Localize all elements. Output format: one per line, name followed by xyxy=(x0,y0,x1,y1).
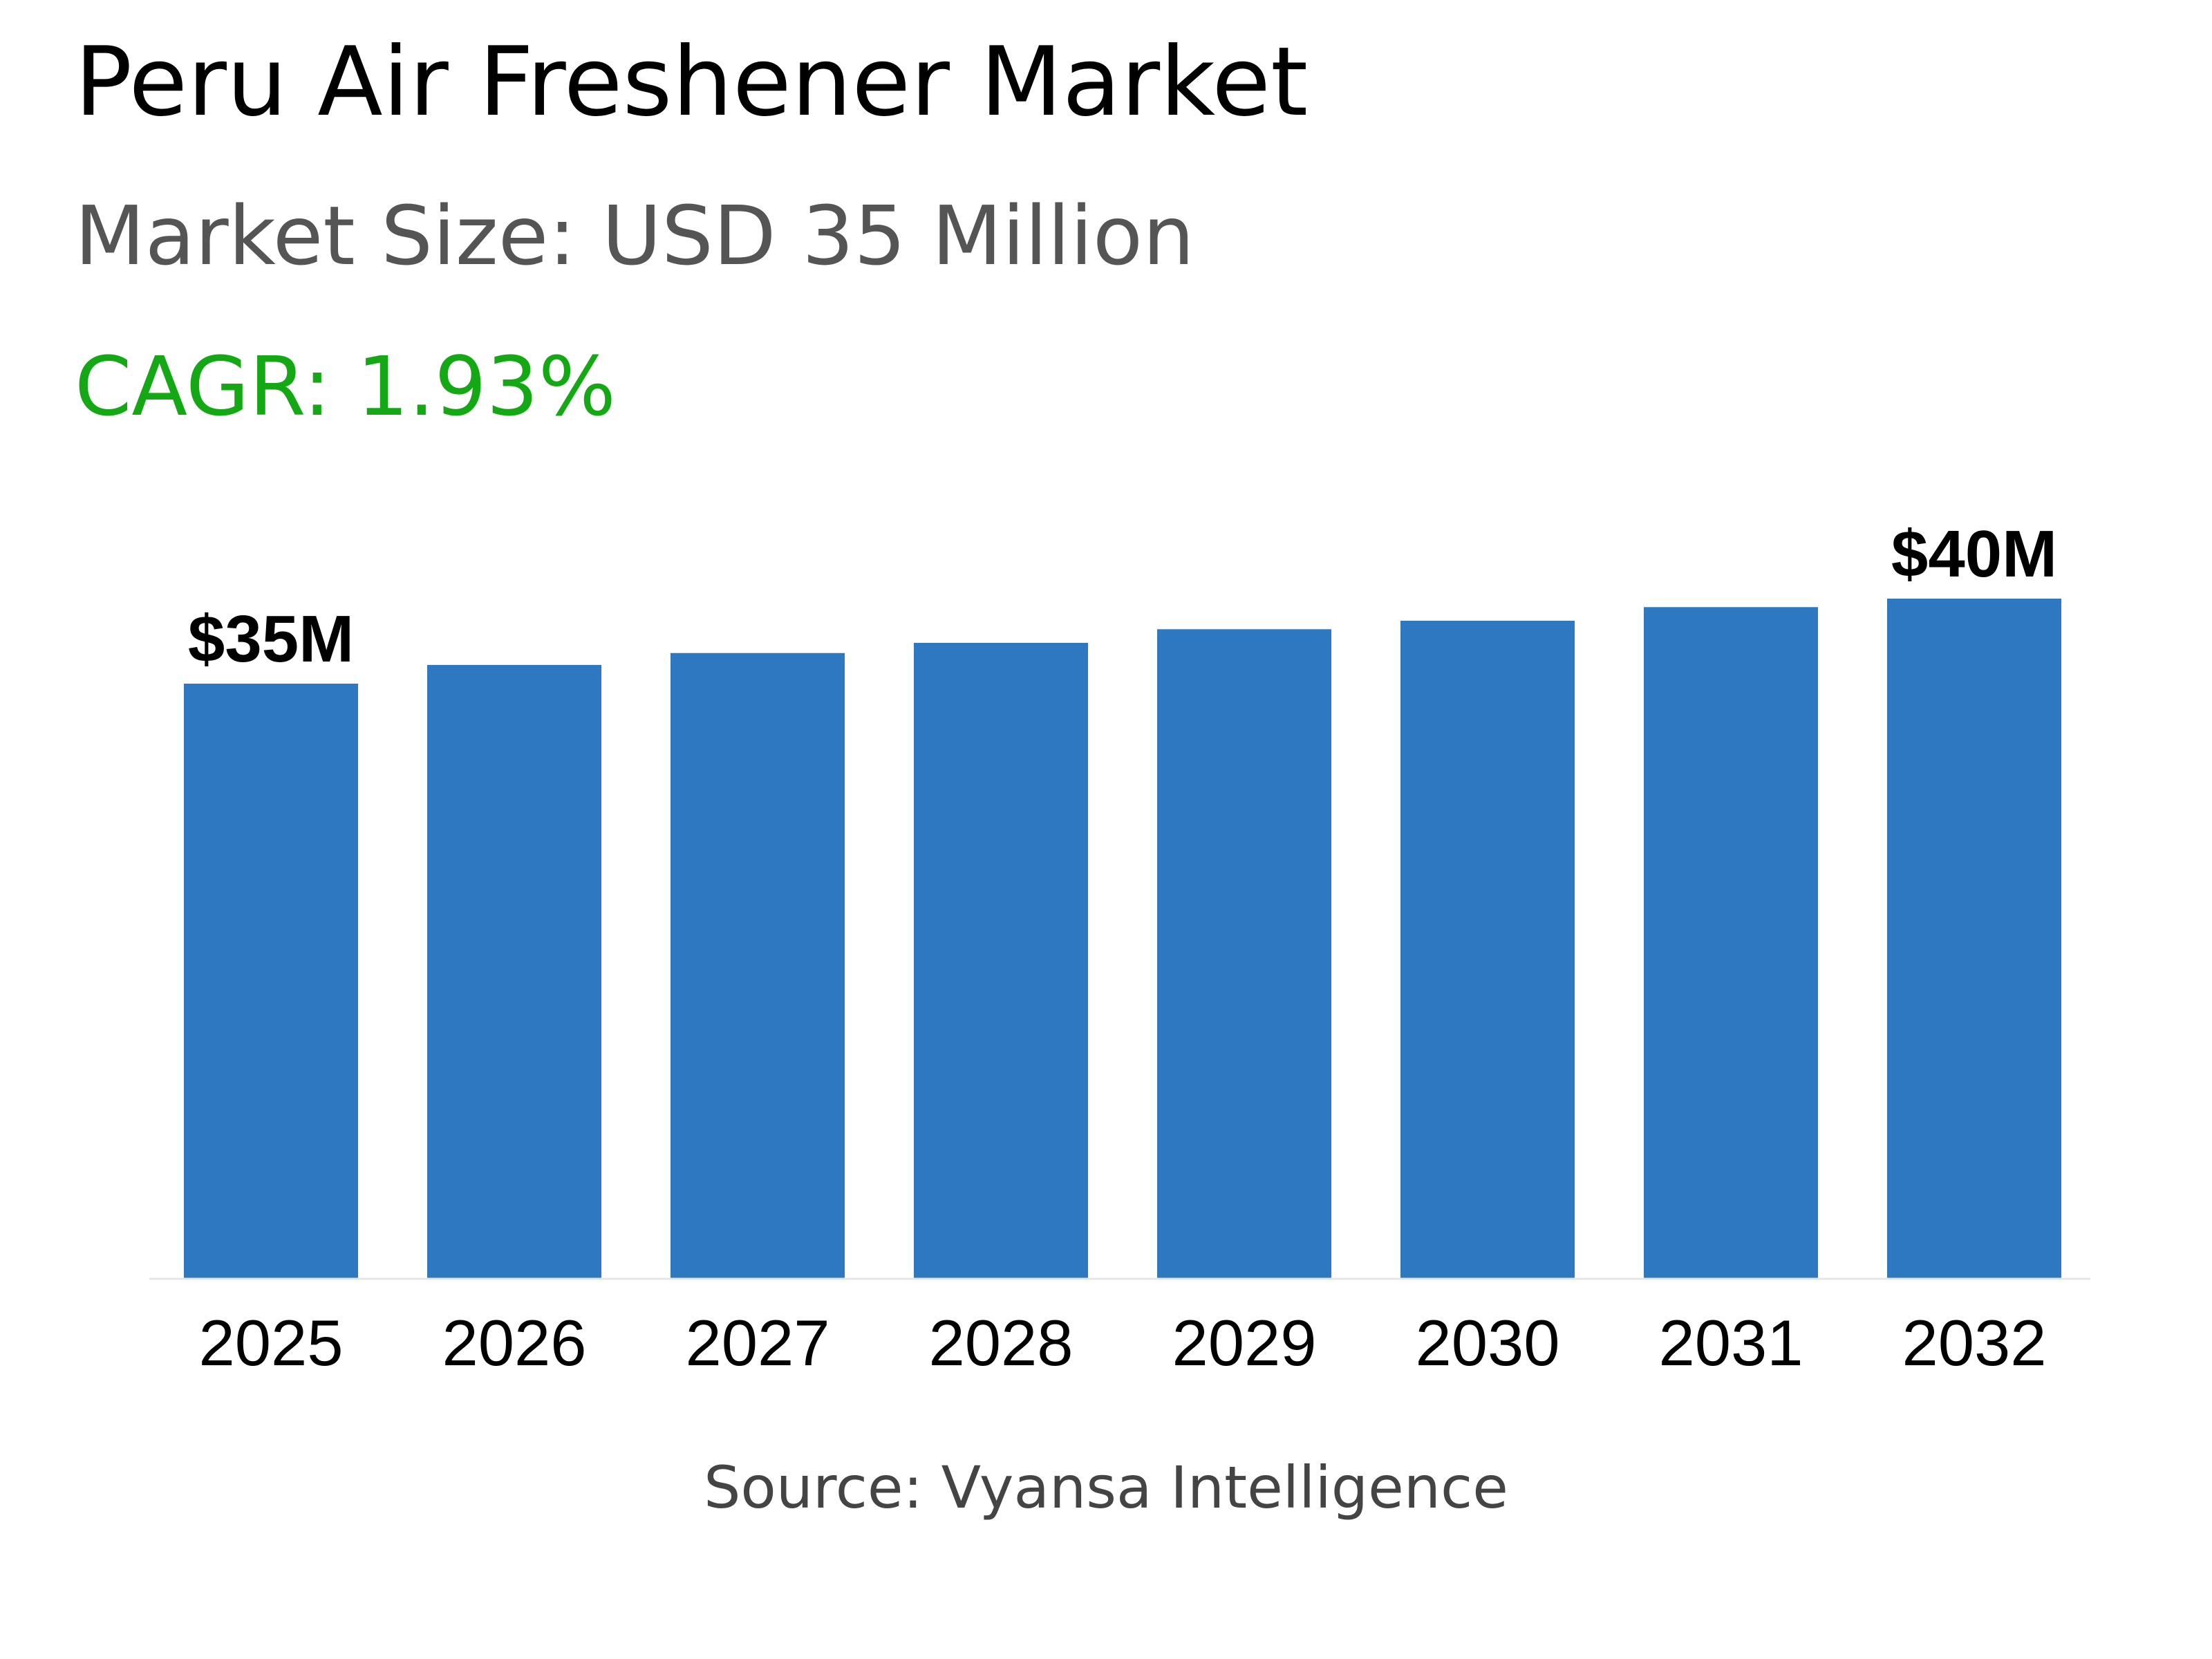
x-tick-label-2030: 2030 xyxy=(1415,1306,1559,1379)
data-label-2025: $35M xyxy=(188,602,354,676)
x-tick-label-2031: 2031 xyxy=(1658,1306,1803,1379)
bar-2030 xyxy=(1400,620,1575,1279)
market-size-label: Market Size: USD 35 Million xyxy=(75,188,1194,283)
bar-2029 xyxy=(1157,629,1331,1279)
x-tick-label-2026: 2026 xyxy=(442,1306,586,1379)
x-tick-label-2028: 2028 xyxy=(928,1306,1073,1379)
source-label: Source: Vyansa Intelligence xyxy=(704,1454,1508,1521)
x-tick-label-2027: 2027 xyxy=(685,1306,830,1379)
bar-2028 xyxy=(914,642,1088,1279)
labels-layer: 2025 2026 2027 2028 2029 2030 2031 2032 $35M $40M xyxy=(188,517,2057,1379)
data-label-2032: $40M xyxy=(1891,517,2057,591)
bars-layer xyxy=(184,599,2061,1279)
x-tick-label-2032: 2032 xyxy=(1902,1306,2046,1379)
bar-2026 xyxy=(427,664,601,1279)
x-tick-label-2029: 2029 xyxy=(1172,1306,1316,1379)
bar-2031 xyxy=(1644,607,1818,1279)
bar-2027 xyxy=(671,653,845,1279)
x-tick-label-2025: 2025 xyxy=(198,1306,343,1379)
page-title: Peru Air Freshener Market xyxy=(75,26,1309,138)
bar-2032 xyxy=(1887,599,2061,1279)
cagr-label: CAGR: 1.93% xyxy=(75,339,616,434)
bar-2025 xyxy=(184,684,358,1279)
